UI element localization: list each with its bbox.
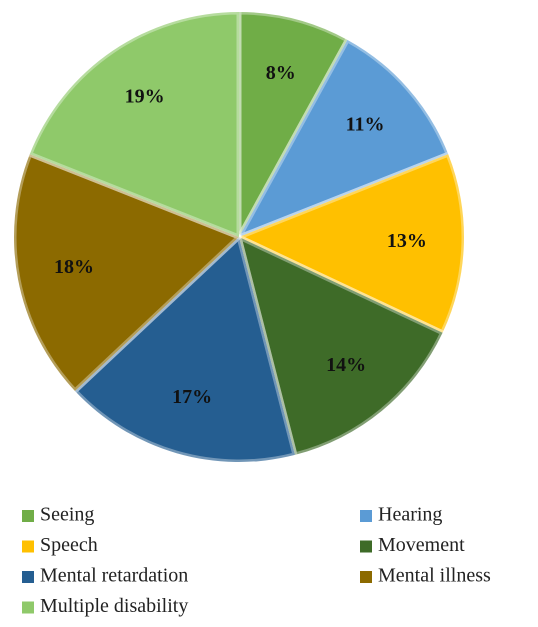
- legend-swatch: [360, 571, 372, 583]
- legend-swatch: [22, 540, 34, 553]
- legend-label: Movement: [378, 534, 465, 556]
- pie-slice: [11, 151, 242, 394]
- data-label: 8%: [266, 62, 296, 84]
- legend-label: Seeing: [40, 504, 94, 526]
- pie-slice: [27, 9, 242, 240]
- legend-label: Hearing: [378, 504, 442, 526]
- legend-swatch: [360, 510, 372, 522]
- data-label: 13%: [387, 230, 427, 252]
- legend-swatch: [22, 510, 34, 522]
- legend-label: Mental retardation: [40, 565, 188, 587]
- data-label: 18%: [54, 256, 94, 278]
- legend-swatch: [22, 601, 34, 614]
- pie-slice: [72, 234, 298, 465]
- pie-slice: [236, 37, 451, 240]
- pie-slice: [236, 234, 446, 458]
- legend-swatch: [360, 540, 372, 553]
- legend-label: Multiple disability: [40, 595, 188, 617]
- legend-label: Mental illness: [378, 565, 491, 587]
- legend-swatch: [22, 571, 34, 583]
- data-label: 14%: [326, 354, 366, 376]
- data-label: 11%: [346, 113, 385, 135]
- data-label: 17%: [172, 386, 212, 408]
- pie-slice: [236, 151, 467, 336]
- pie-slice: [236, 9, 350, 240]
- legend-label: Speech: [40, 534, 98, 556]
- data-label: 19%: [125, 86, 165, 108]
